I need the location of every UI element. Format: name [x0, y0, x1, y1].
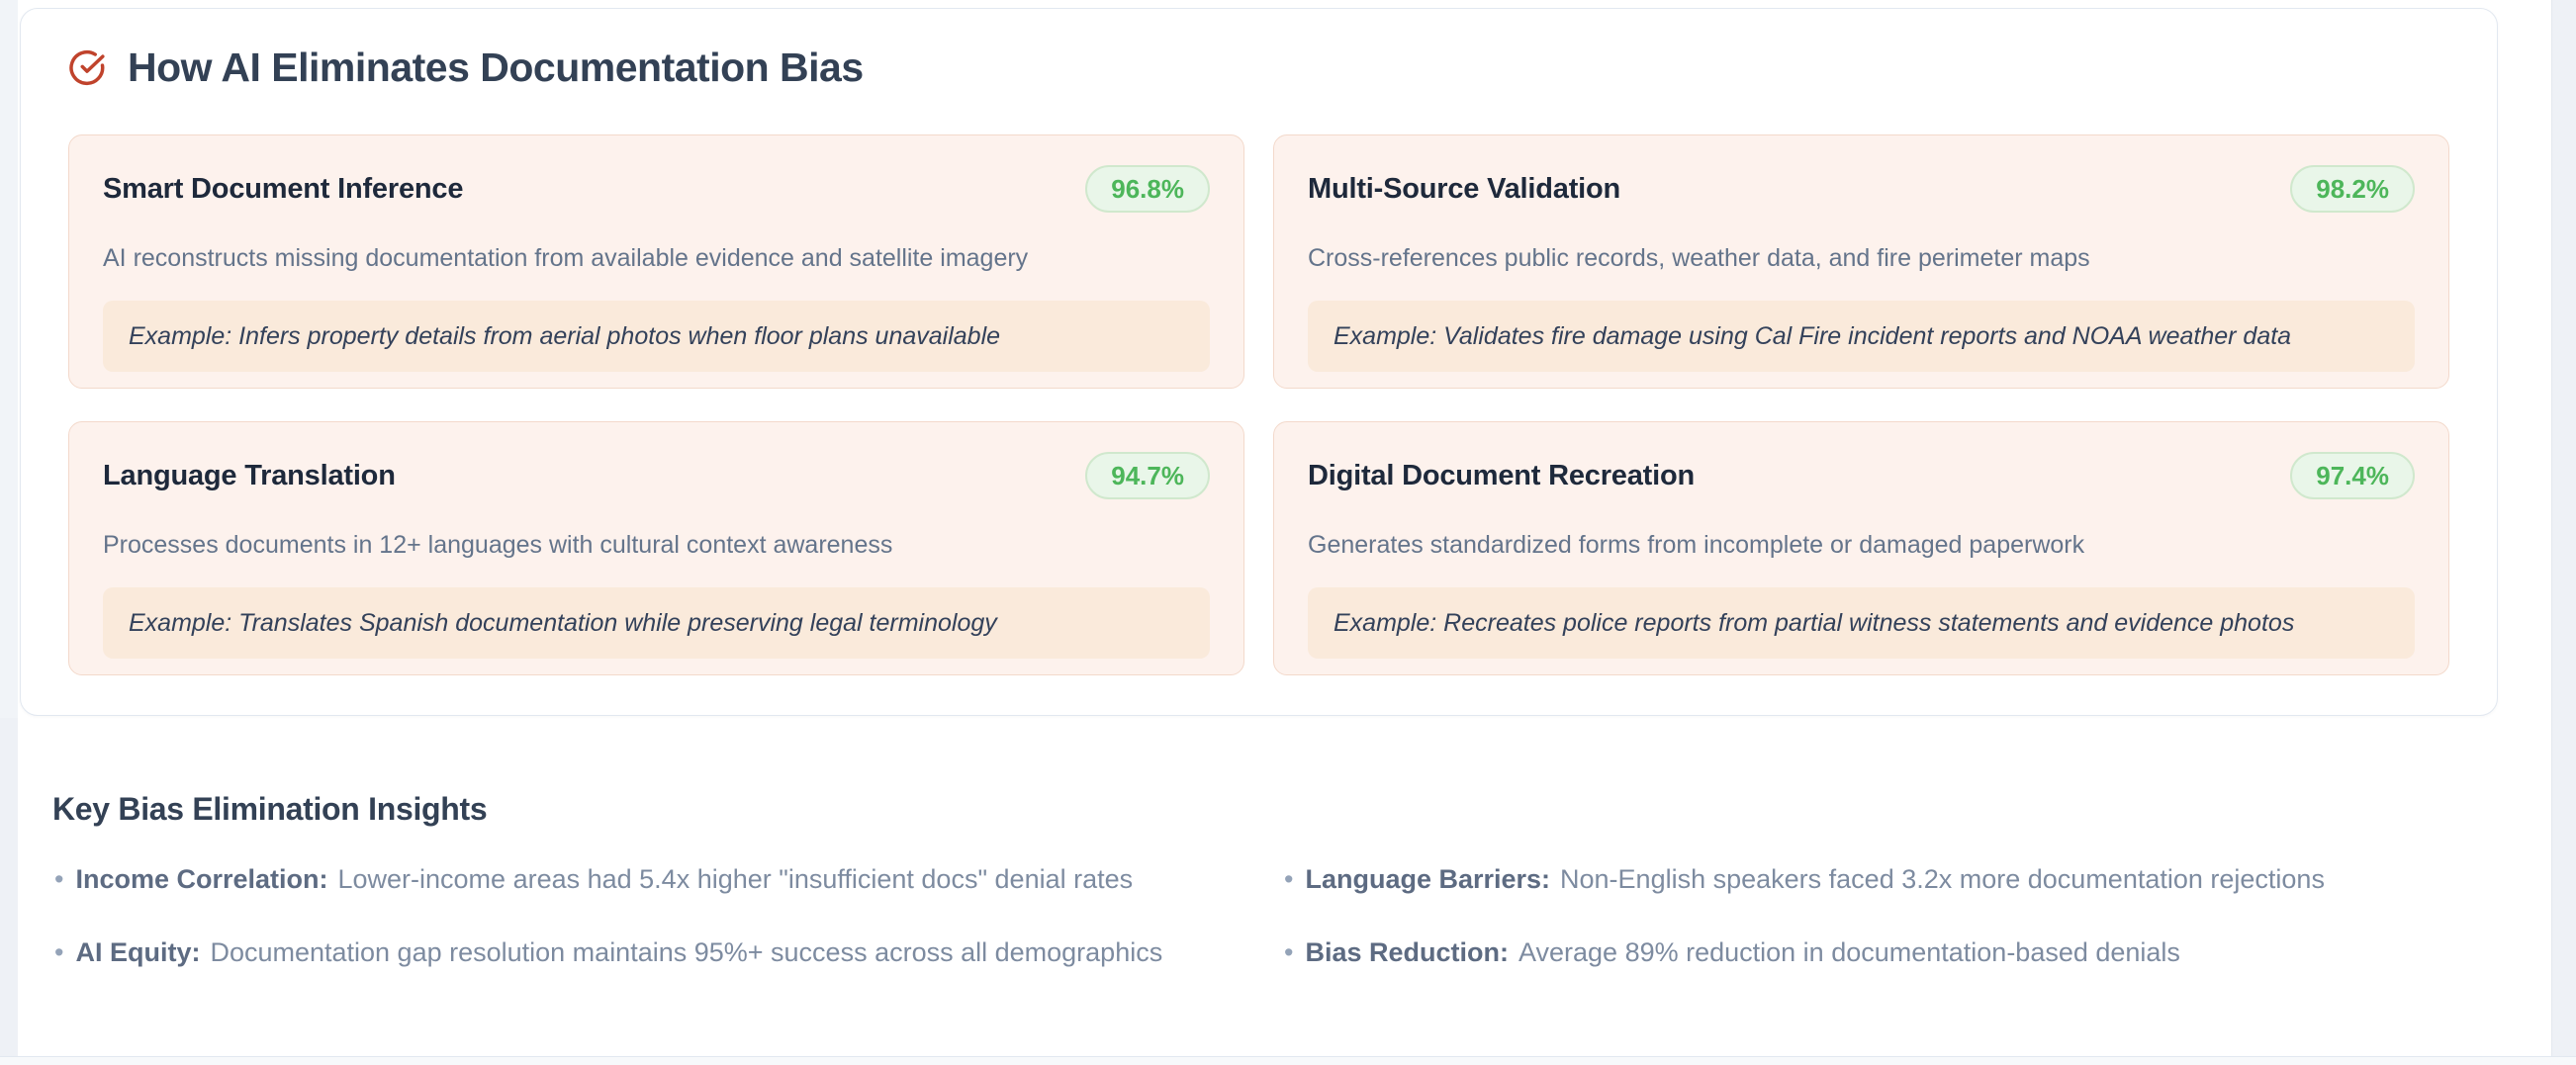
method-title: Digital Document Recreation: [1308, 459, 1695, 491]
method-card-language-translation: Language Translation 94.7% Processes doc…: [68, 421, 1244, 676]
insight-ai-equity: • AI Equity: Documentation gap resolution…: [52, 936, 1282, 970]
page-left-margin: [0, 0, 18, 718]
example-text: Example: Translates Spanish documentatio…: [129, 608, 997, 637]
example-box: Example: Infers property details from ae…: [103, 300, 1210, 373]
insight-text: Average 89% reduction in documentation-b…: [1518, 936, 2180, 967]
method-title: Multi-Source Validation: [1308, 172, 1621, 205]
example-box: Example: Validates fire damage using Cal…: [1308, 300, 2415, 373]
insight-bias-reduction: • Bias Reduction: Average 89% reduction i…: [1282, 936, 2496, 970]
insight-label: Bias Reduction:: [1305, 936, 1509, 967]
insight-text: Lower-income areas had 5.4x higher "insu…: [337, 864, 1134, 894]
method-description: AI reconstructs missing documentation fr…: [103, 244, 1029, 273]
page-right-margin: [2551, 0, 2576, 1064]
section-title: How AI Eliminates Documentation Bias: [128, 44, 864, 90]
accuracy-badge: 94.7%: [1085, 452, 1210, 500]
method-header: Multi-Source Validation 98.2%: [1308, 165, 2415, 214]
insight-label: Income Correlation:: [75, 864, 328, 894]
method-description: Generates standardized forms from incomp…: [1308, 531, 2085, 560]
method-card-smart-document-inference: Smart Document Inference 96.8% AI recons…: [68, 134, 1244, 390]
method-description: Cross-references public records, weather…: [1308, 244, 2090, 273]
example-box: Example: Recreates police reports from p…: [1308, 586, 2415, 660]
method-description: Processes documents in 12+ languages wit…: [103, 531, 893, 560]
insight-label: Language Barriers:: [1305, 864, 1551, 894]
insight-language-barriers: • Language Barriers: Non-English speakers…: [1282, 863, 2496, 897]
bullet-icon: •: [54, 864, 64, 894]
example-text: Example: Infers property details from ae…: [129, 321, 1001, 350]
example-text: Example: Recreates police reports from p…: [1334, 608, 2295, 637]
method-title: Language Translation: [103, 459, 396, 491]
bullet-icon: •: [54, 936, 64, 967]
next-section-divider: [0, 1056, 2576, 1065]
card-header: How AI Eliminates Documentation Bias: [68, 44, 2449, 91]
method-card-multi-source-validation: Multi-Source Validation 98.2% Cross-refe…: [1273, 134, 2449, 390]
method-header: Language Translation 94.7%: [103, 452, 1210, 500]
key-insights-section: Key Bias Elimination Insights • Income C…: [52, 791, 2496, 970]
insight-income-correlation: • Income Correlation: Lower-income areas …: [52, 863, 1282, 897]
example-box: Example: Translates Spanish documentatio…: [103, 586, 1210, 660]
accuracy-badge: 96.8%: [1085, 165, 1210, 214]
check-circle-icon: [68, 49, 106, 87]
accuracy-badge: 98.2%: [2290, 165, 2415, 214]
bullet-icon: •: [1284, 936, 1294, 967]
insight-text: Documentation gap resolution maintains 9…: [210, 936, 1163, 967]
methods-grid: Smart Document Inference 96.8% AI recons…: [68, 134, 2449, 676]
documentation-bias-card: How AI Eliminates Documentation Bias Sma…: [20, 8, 2498, 716]
method-title: Smart Document Inference: [103, 172, 464, 205]
bullet-icon: •: [1284, 864, 1294, 894]
method-header: Smart Document Inference 96.8%: [103, 165, 1210, 214]
example-text: Example: Validates fire damage using Cal…: [1334, 321, 2292, 350]
insight-text: Non-English speakers faced 3.2x more doc…: [1560, 864, 2325, 894]
method-card-digital-document-recreation: Digital Document Recreation 97.4% Genera…: [1273, 421, 2449, 676]
accuracy-badge: 97.4%: [2290, 452, 2415, 500]
method-header: Digital Document Recreation 97.4%: [1308, 452, 2415, 500]
insight-label: AI Equity:: [75, 936, 201, 967]
insights-list: • Income Correlation: Lower-income areas …: [52, 863, 2496, 970]
insights-heading: Key Bias Elimination Insights: [52, 791, 488, 827]
